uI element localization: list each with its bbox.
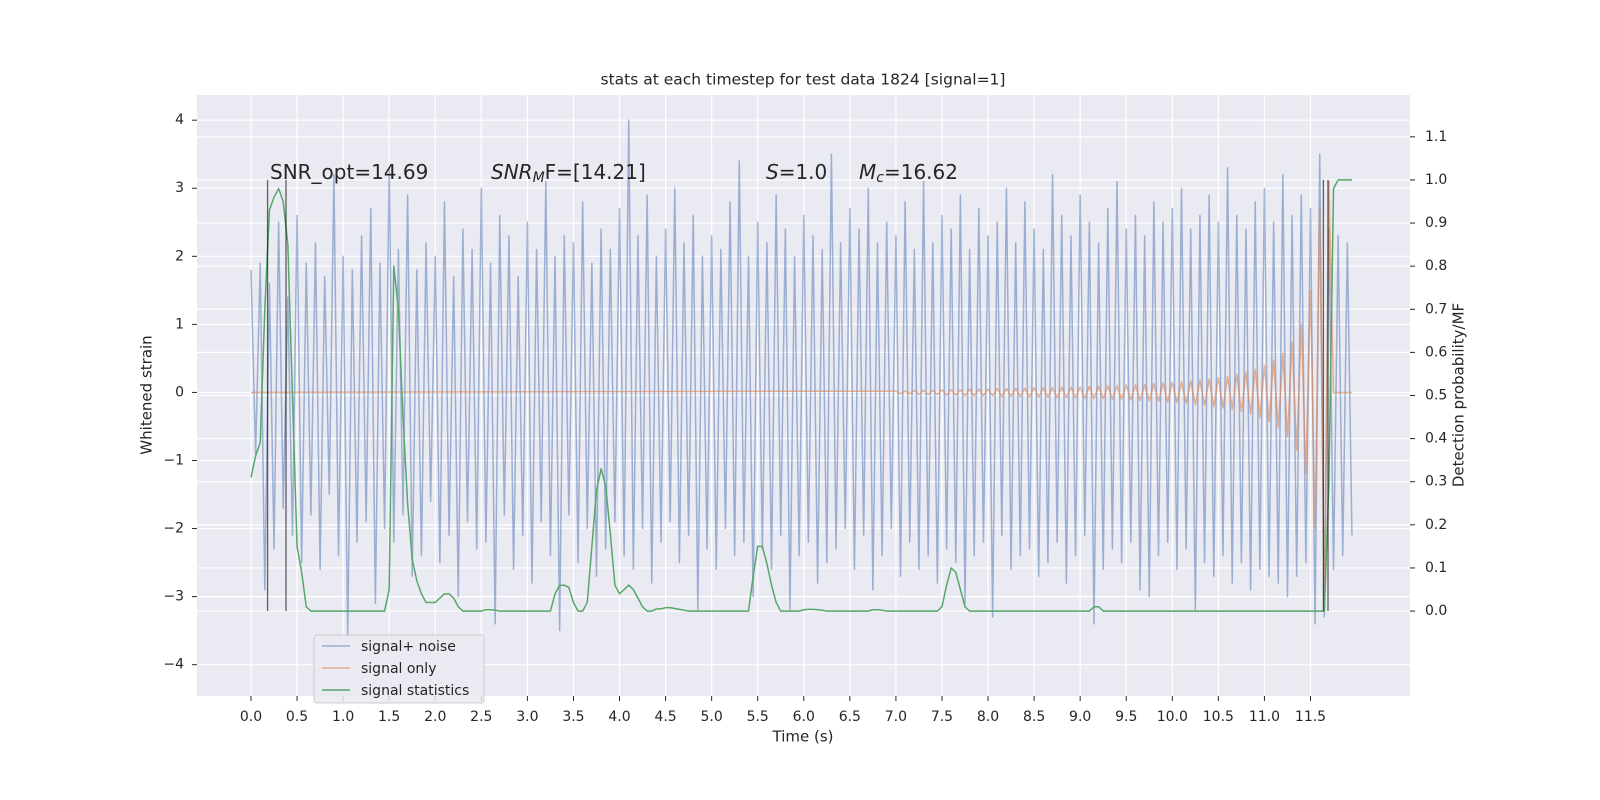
x-tick-label: 10.0	[1157, 709, 1188, 725]
y-axis-label: Whitened strain	[138, 335, 156, 454]
annotation-part: c	[876, 170, 884, 186]
x-tick-label: 0.0	[240, 709, 262, 725]
x-tick-label: 4.5	[654, 709, 676, 725]
legend-label: signal+ noise	[361, 639, 456, 655]
series-line	[250, 180, 1352, 611]
y-tick-label: −2	[163, 521, 184, 537]
y2-tick-label: 0.8	[1425, 258, 1447, 274]
y2-tick-label: 0.4	[1425, 431, 1447, 447]
x-tick-label: 11.5	[1295, 709, 1326, 725]
x-tick-label: 5.5	[747, 709, 769, 725]
axes: 0.0 0.5 1.0 1.5 2.0 2.5 3.0 3.5 4.0 4.5 5.0 5.5 6.0 6…	[163, 112, 1447, 725]
y-tick-label: 0	[175, 384, 184, 400]
x-tick-label: 1.0	[332, 709, 354, 725]
y2-tick-label: 0.7	[1425, 301, 1447, 317]
chart-title: stats at each timestep for test data 182…	[601, 71, 1006, 89]
series-line	[250, 179, 1352, 612]
marks	[250, 119, 1353, 639]
annotation-part: =1.0	[779, 160, 828, 184]
annotation: SNR_opt=14.69	[270, 160, 428, 184]
x-tick-label: 8.5	[1023, 709, 1045, 725]
y2-tick-label: 0.6	[1425, 344, 1447, 360]
x-tick-label: 2.5	[470, 709, 492, 725]
y2-tick-label: 0.3	[1425, 474, 1447, 490]
annotations: SNR_opt=14.69 SNRMF=[14.21] S=1.0 Mc=16.62	[270, 160, 958, 187]
y2-tick-label: 0.1	[1425, 560, 1447, 576]
annotation-part: SNR	[491, 160, 533, 184]
y2-tick-label: 1.0	[1425, 172, 1447, 188]
y-tick-label: 4	[175, 112, 184, 128]
y-tick-label: −3	[163, 589, 184, 605]
annotation-part: M	[533, 170, 545, 186]
x-tick-label: 5.0	[701, 709, 723, 725]
annotation-part: M	[859, 160, 876, 184]
x-tick-label: 0.5	[286, 709, 308, 725]
x-tick-label: 3.5	[562, 709, 584, 725]
y2-tick-label: 0.5	[1425, 388, 1447, 404]
x-tick-label: 7.5	[931, 709, 953, 725]
x-tick-label: 2.0	[424, 709, 446, 725]
annotation-part: S	[766, 160, 779, 184]
annotation: S=1.0	[766, 160, 827, 184]
y2-tick-label: 1.1	[1425, 129, 1447, 145]
annotation: Mc=16.62	[859, 160, 958, 187]
annotation-part: SNR_opt=14.69	[270, 160, 428, 184]
legend-label: signal statistics	[361, 683, 469, 699]
y-tick-label: 2	[175, 248, 184, 264]
annotation: SNRMF=[14.21]	[491, 160, 646, 187]
x-axis-label: Time (s)	[772, 728, 834, 746]
annotation-part: =16.62	[884, 160, 958, 184]
x-tick-label: 1.5	[378, 709, 400, 725]
y2-tick-label: 0.0	[1425, 603, 1447, 619]
x-tick-label: 7.0	[885, 709, 907, 725]
y-tick-label: −4	[163, 657, 184, 673]
x-tick-label: 4.0	[608, 709, 630, 725]
y2-tick-label: 0.9	[1425, 215, 1447, 231]
legend: signal+ noise signal only signal statistic…	[313, 634, 485, 704]
y2-axis-label: Detection probability/MF	[1450, 303, 1468, 487]
x-tick-label: 9.5	[1115, 709, 1137, 725]
x-tick-label: 6.5	[839, 709, 861, 725]
x-tick-label: 8.0	[977, 709, 999, 725]
y2-tick-label: 0.2	[1425, 517, 1447, 533]
x-tick-label: 3.0	[516, 709, 538, 725]
y-tick-label: −1	[163, 453, 184, 469]
y-tick-label: 1	[175, 316, 184, 332]
x-tick-label: 10.5	[1203, 709, 1234, 725]
legend-label: signal only	[361, 661, 436, 677]
legend-box	[313, 634, 485, 704]
x-tick-label: 6.0	[793, 709, 815, 725]
series-line	[250, 119, 1353, 639]
annotation-part: F=[14.21]	[545, 160, 646, 184]
x-tick-label: 11.0	[1249, 709, 1280, 725]
y-tick-label: 3	[175, 180, 184, 196]
x-tick-label: 9.0	[1069, 709, 1091, 725]
